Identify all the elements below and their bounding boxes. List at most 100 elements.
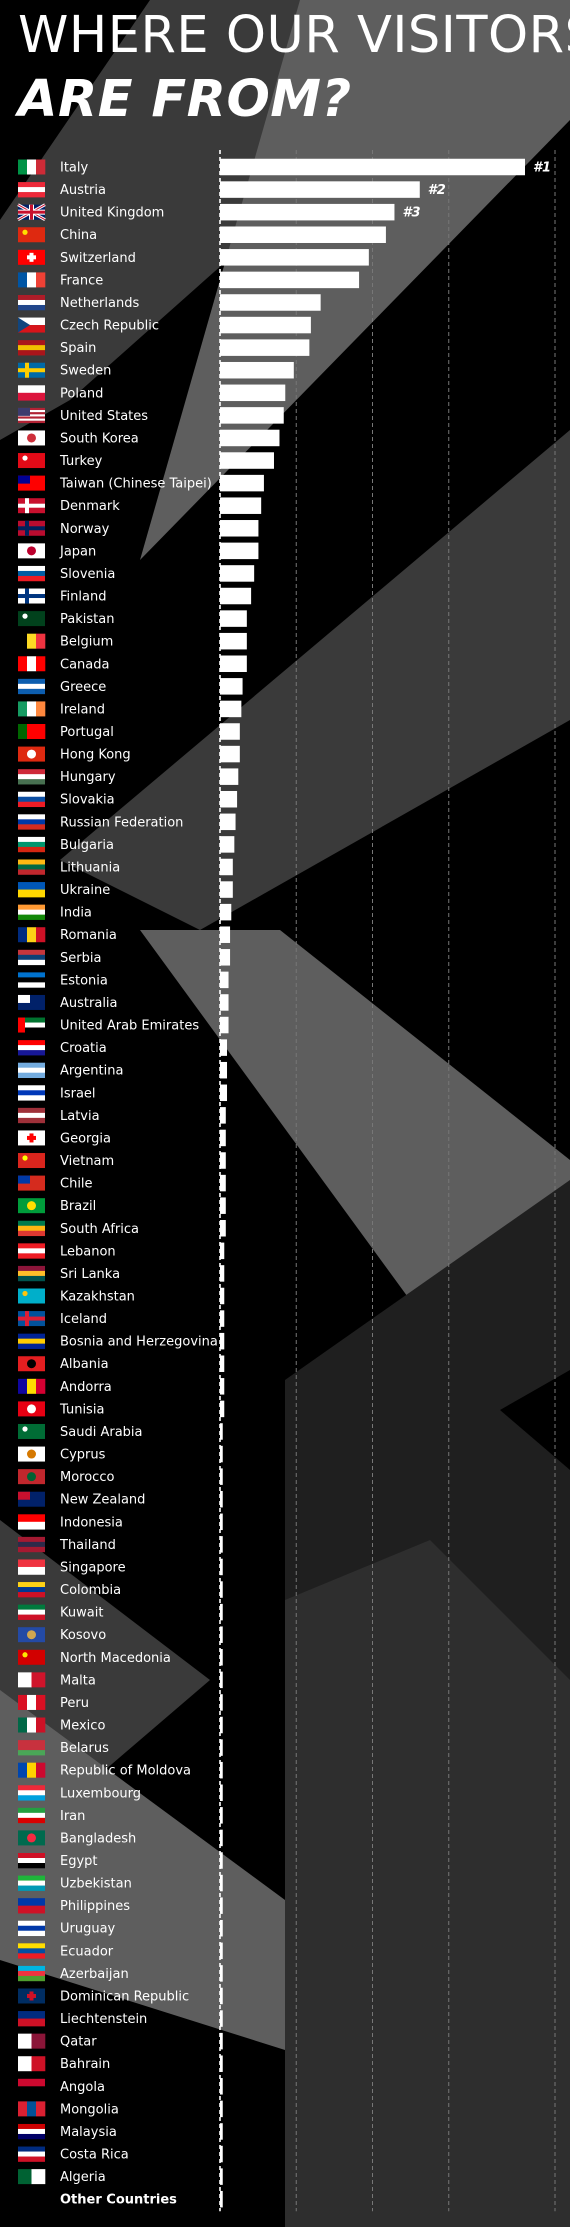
category-label: Kosovo (60, 1628, 106, 1643)
category-label: Belgium (60, 635, 113, 650)
category-label: Canada (60, 657, 109, 672)
category-label: Argentina (60, 1064, 123, 1079)
category-label: Greece (60, 680, 106, 695)
bar (220, 2168, 223, 2185)
category-label: Saudi Arabia (60, 1425, 143, 1440)
bar-row: Dominican Republic (18, 1987, 223, 2004)
category-label: Cyprus (60, 1448, 106, 1463)
bar-row: Slovakia (18, 790, 238, 808)
category-label: Switzerland (60, 251, 136, 266)
bar (220, 249, 369, 266)
category-label: Czech Republic (60, 319, 159, 334)
flag-icon (17, 203, 46, 221)
category-label: Peru (60, 1696, 89, 1711)
flag-icon (18, 2078, 45, 2095)
bar (220, 1242, 225, 1260)
bar-row: Croatia (18, 1039, 228, 1056)
bar (220, 903, 232, 921)
category-label: Lebanon (60, 1244, 116, 1259)
flag-icon (18, 1017, 45, 1033)
bar-row: Denmark (18, 497, 262, 514)
bar (220, 1220, 226, 1237)
flag-icon (18, 1717, 46, 1733)
flag-icon (18, 1311, 45, 1327)
bar (220, 565, 255, 582)
flag-icon (18, 994, 45, 1010)
bar-row: Malaysia (18, 2123, 223, 2140)
bar (220, 1919, 223, 1937)
category-label: Israel (60, 1086, 96, 1101)
bar-row: Italy #1 (18, 158, 551, 176)
category-label: Bahrain (60, 2057, 110, 2072)
flag-icon (18, 2033, 46, 2049)
bar (220, 1197, 226, 1214)
flag-icon (18, 791, 45, 808)
bar (220, 1942, 223, 1960)
bar-row: Uzbekistan (18, 1874, 223, 1892)
bar-row: Austria #2 (18, 181, 446, 198)
flag-icon (18, 746, 45, 762)
category-label: Taiwan (Chinese Taipei) (59, 477, 212, 492)
bar-row: Egypt (18, 1852, 223, 1869)
bar-row: Bosnia and Herzegovina (18, 1332, 225, 1350)
bar-row: Switzerland (18, 249, 369, 266)
flag-icon (18, 1920, 45, 1937)
bar (220, 926, 231, 943)
bar-row: Lebanon (18, 1242, 225, 1260)
flag-icon (18, 430, 45, 446)
category-label: Kazakhstan (60, 1290, 135, 1305)
category-label: Qatar (60, 2035, 97, 2050)
category-label: Thailand (59, 1538, 116, 1553)
flag-icon (18, 1740, 45, 1756)
bar-row: Portugal (18, 723, 240, 740)
bar-row: Turkey (18, 452, 274, 469)
bar-row: United Kingdom #3 (17, 203, 421, 221)
flag-icon (18, 1288, 45, 1304)
bar-row: Costa Rica (18, 2145, 223, 2163)
bar-row: Algeria (18, 2168, 223, 2185)
bar (220, 994, 229, 1011)
bar-row: Israel (18, 1084, 228, 1102)
bar-row: Lithuania (18, 858, 233, 875)
bar (220, 271, 360, 289)
bar (220, 587, 252, 605)
flag-icon (18, 2146, 45, 2162)
bar (220, 723, 240, 740)
category-label: United Kingdom (60, 206, 164, 221)
category-label: Tunisia (59, 1402, 104, 1417)
category-label: Bangladesh (60, 1831, 136, 1846)
bar-row: Australia (18, 994, 229, 1011)
bar (220, 1626, 223, 1643)
flag-icon (18, 1130, 45, 1146)
bar (220, 1603, 223, 1621)
bar-row: Uruguay (18, 1919, 223, 1937)
flag-icon (18, 1378, 46, 1394)
flag-icon (18, 882, 45, 898)
flag-icon (18, 588, 45, 604)
flag-icon (18, 1333, 45, 1349)
bar (220, 1332, 225, 1350)
flag-icon (18, 1153, 45, 1169)
bar-row: Bahrain (18, 2055, 223, 2072)
bar (220, 2078, 223, 2095)
bar-row: France (18, 271, 360, 289)
bar-row: Singapore (18, 1558, 223, 1575)
bar-row: Japan (18, 542, 259, 559)
category-label: Bulgaria (60, 838, 114, 853)
category-label: Japan (59, 544, 96, 559)
bar-row: Saudi Arabia (18, 1423, 223, 1440)
bar (220, 1129, 226, 1147)
bar-row: North Macedonia (18, 1649, 223, 1666)
bar-row: Vietnam (18, 1152, 226, 1169)
bar-row: Pakistan (18, 610, 247, 627)
bar-row: Liechtenstein (18, 2010, 223, 2027)
bar-row: India (18, 903, 232, 921)
bar-row: Netherlands (18, 294, 321, 311)
flag-icon (18, 1175, 45, 1191)
bar-row: Andorra (18, 1378, 225, 1395)
bar-row: Bulgaria (18, 836, 235, 853)
category-label: Vietnam (60, 1154, 114, 1169)
bar (220, 1084, 228, 1102)
category-label: Colombia (60, 1583, 121, 1598)
